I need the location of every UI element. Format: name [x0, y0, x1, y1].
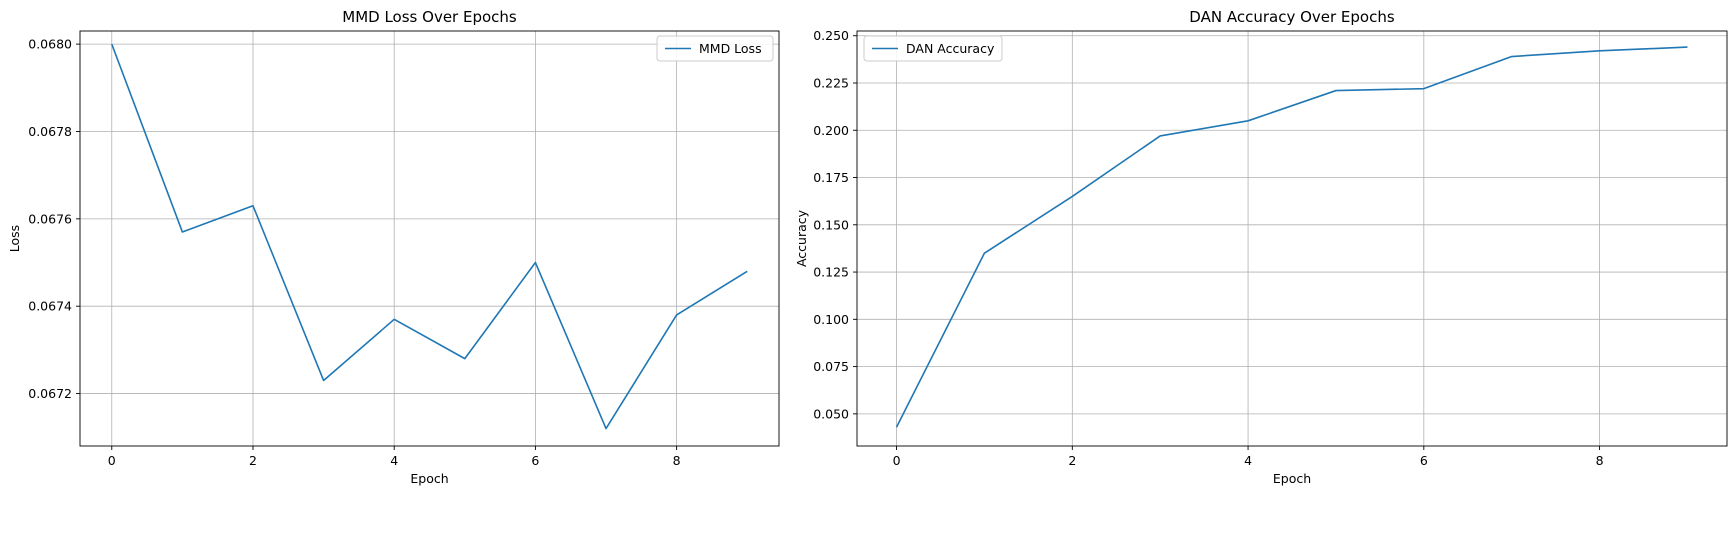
y-tick-label: 0.0676: [28, 211, 72, 226]
x-tick-label: 0: [108, 453, 116, 468]
x-tick-label: 8: [673, 453, 681, 468]
y-tick-label: 0.175: [813, 170, 849, 185]
data-point: [181, 231, 183, 233]
y-tick-label: 0.250: [813, 28, 849, 43]
chart-mmd-loss: 0 2 4 6 8 0.0672 0.0674 0.0676 0.0678 0.0680 MMD L…: [7, 8, 780, 486]
y-tick-label: 0.150: [813, 217, 849, 232]
grid: [80, 31, 779, 446]
x-tick-label: 4: [390, 453, 398, 468]
data-point: [1247, 120, 1249, 122]
data-point: [1159, 135, 1161, 137]
x-tick-label: 8: [1596, 453, 1604, 468]
y-tick-label: 0.200: [813, 123, 849, 138]
y-tick-label: 0.100: [813, 312, 849, 327]
data-point: [983, 252, 985, 254]
data-point: [252, 205, 254, 207]
y-axis-label: Loss: [7, 225, 22, 252]
y-tick-label: 0.225: [813, 75, 849, 90]
y-tick-label: 0.0672: [28, 386, 72, 401]
data-point: [896, 426, 898, 428]
data-point: [393, 318, 395, 320]
y-tick-label: 0.0678: [28, 124, 72, 139]
chart-dan-accuracy: 0 2 4 6 8 0.050 0.075 0.100 0.125 0.150 0.175 0.200…: [794, 8, 1728, 486]
data-point: [534, 262, 536, 264]
data-point: [1511, 56, 1513, 58]
legend-box: [863, 35, 1003, 62]
data-point: [1686, 46, 1688, 48]
series-line: [111, 43, 748, 430]
x-tick-label: 4: [1244, 453, 1252, 468]
y-axis-label: Accuracy: [794, 209, 809, 267]
legend-label: DAN Accuracy: [906, 41, 995, 56]
legend-box: [656, 35, 774, 62]
data-point: [605, 428, 607, 430]
x-tick-label: 6: [1420, 453, 1428, 468]
legend-label: MMD Loss: [699, 41, 762, 56]
data-point: [1335, 90, 1337, 92]
y-tick-label: 0.0674: [28, 299, 72, 314]
x-tick-label: 6: [531, 453, 539, 468]
data-point: [111, 43, 113, 45]
y-tick-label: 0.075: [813, 359, 849, 374]
axes-frame: [79, 30, 780, 447]
x-tick-label: 2: [1068, 453, 1076, 468]
legend: MMD Loss: [656, 35, 774, 62]
x-axis-label: Epoch: [410, 471, 448, 486]
data-point: [1599, 50, 1601, 52]
data-point: [323, 379, 325, 381]
data-point: [1071, 195, 1073, 197]
series-line: [895, 46, 1688, 428]
x-axis-label: Epoch: [1273, 471, 1311, 486]
data-point: [676, 314, 678, 316]
axes-frame: [856, 30, 1728, 447]
y-tick-label: 0.0680: [28, 37, 72, 52]
y-tick-label: 0.125: [813, 265, 849, 280]
grid: [857, 31, 1727, 446]
legend: DAN Accuracy: [863, 35, 1003, 62]
data-point: [464, 358, 466, 360]
x-tick-label: 2: [249, 453, 257, 468]
y-tick-label: 0.050: [813, 406, 849, 421]
data-point: [746, 270, 748, 272]
chart-title: DAN Accuracy Over Epochs: [1189, 8, 1395, 26]
chart-title: MMD Loss Over Epochs: [342, 8, 517, 26]
data-point: [1423, 88, 1425, 90]
x-tick-label: 0: [893, 453, 901, 468]
